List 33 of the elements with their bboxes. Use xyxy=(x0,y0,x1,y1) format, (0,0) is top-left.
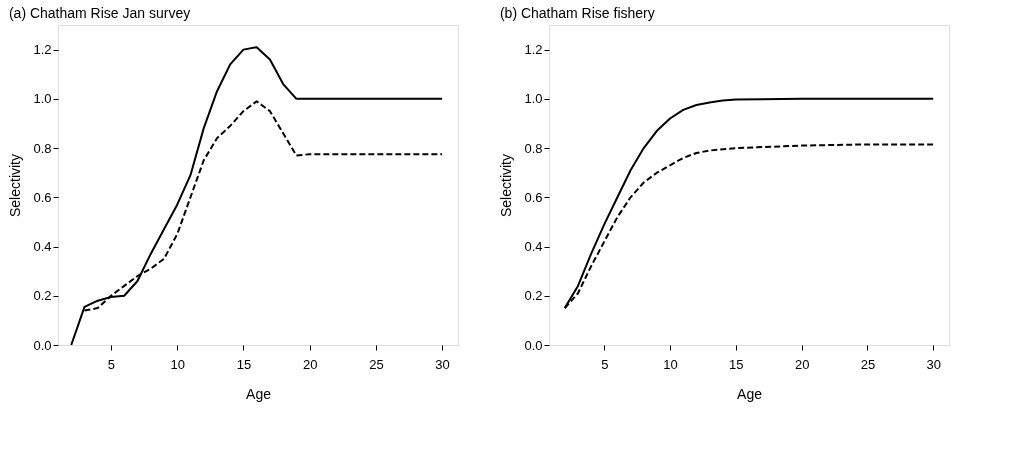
x-tick-label: 20 xyxy=(794,356,810,372)
x-tick-label: 25 xyxy=(369,356,384,372)
y-tick-label: 0.8 xyxy=(33,140,52,156)
x-tick-label: 10 xyxy=(170,356,185,372)
y-tick-label: 0.2 xyxy=(524,288,543,304)
y-axis-title: Selectivity xyxy=(7,153,24,218)
x-tick-label: 25 xyxy=(860,356,876,372)
chart-title: (a) Chatham Rise Jan survey xyxy=(8,5,191,21)
x-tick-label: 15 xyxy=(236,356,252,372)
y-tick-label: 0.6 xyxy=(33,189,52,205)
y-tick-label: 0.4 xyxy=(33,239,52,255)
x-tick-label: 10 xyxy=(663,356,678,372)
y-tick-label: 1.2 xyxy=(33,42,52,58)
x-tick-label: 30 xyxy=(926,356,941,372)
y-tick-label: 1.0 xyxy=(524,91,543,107)
x-axis-title: Age xyxy=(246,385,272,402)
y-tick-label: 0.0 xyxy=(33,337,52,353)
x-tick-label: 5 xyxy=(107,356,116,372)
x-tick-label: 5 xyxy=(601,356,609,372)
x-tick-label: 30 xyxy=(435,356,450,372)
x-axis-title: Age xyxy=(737,385,763,402)
x-tick-label: 20 xyxy=(302,356,318,372)
y-tick-label: 0.6 xyxy=(524,189,543,205)
y-tick-label: 1.2 xyxy=(524,42,543,58)
y-tick-label: 0.4 xyxy=(524,239,543,255)
x-tick-label: 15 xyxy=(729,356,744,372)
y-axis-title: Selectivity xyxy=(498,153,515,218)
y-tick-label: 0.8 xyxy=(524,140,543,156)
line-series xyxy=(70,46,444,345)
y-tick-label: 0.2 xyxy=(33,288,52,304)
y-tick-label: 0.0 xyxy=(524,337,543,353)
chart-title: (b) Chatham Rise fishery xyxy=(499,5,655,21)
y-tick-label: 1.0 xyxy=(33,91,52,107)
